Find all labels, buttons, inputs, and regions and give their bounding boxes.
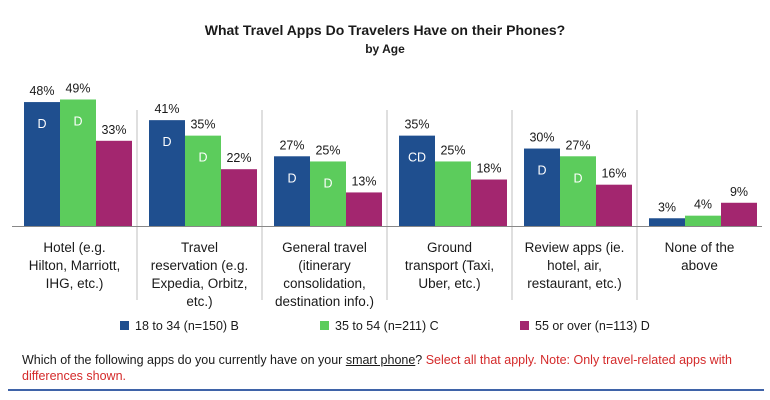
bar (310, 161, 346, 226)
category-label: hotel, air, (547, 258, 602, 273)
survey-question: Which of the following apps do you curre… (22, 352, 762, 384)
bar (560, 156, 596, 226)
category-label: etc.) (186, 294, 212, 309)
bar-value-label: 22% (226, 151, 251, 165)
category-label: Uber, etc.) (418, 276, 480, 291)
significance-label: D (162, 135, 171, 149)
bar-value-label: 16% (601, 167, 626, 181)
question-emphasis: smart phone (345, 353, 416, 367)
bar (524, 148, 560, 226)
bar (399, 135, 435, 226)
significance-label: CD (408, 151, 426, 165)
bar-value-label: 25% (315, 143, 340, 157)
category-label: Expedia, Orbitz, (151, 276, 247, 291)
bar (649, 218, 685, 226)
significance-label: D (573, 171, 582, 185)
significance-label: D (73, 114, 82, 128)
significance-label: D (537, 164, 546, 178)
significance-label: D (198, 151, 207, 165)
category-label: IHG, etc.) (46, 276, 104, 291)
legend-label: 18 to 34 (n=150) B (135, 319, 239, 333)
bar-value-label: 27% (279, 138, 304, 152)
category-label: Ground (427, 240, 472, 255)
bar-chart: 48% D 49% D 33% Hotel (e.g. Hilton, Marriott, I… (12, 81, 762, 333)
significance-label: D (37, 117, 46, 131)
bar (149, 120, 185, 226)
bar-value-label: 41% (154, 102, 179, 116)
bar (274, 156, 310, 226)
category-label: consolidation, (283, 276, 366, 291)
bar (221, 169, 257, 226)
category-label: transport (Taxi, (405, 258, 494, 273)
bar (24, 102, 60, 226)
bar-value-label: 30% (529, 131, 554, 145)
category-label: Hotel (e.g. (43, 240, 105, 255)
bar-value-label: 18% (476, 162, 501, 176)
bar-value-label: 9% (730, 185, 748, 199)
bar-value-label: 35% (190, 118, 215, 132)
significance-label: D (323, 176, 332, 190)
bar-value-label: 27% (565, 138, 590, 152)
question-note: Select all that apply. Note: Only travel… (22, 353, 732, 383)
legend-swatch (120, 321, 129, 330)
category-label: Travel (181, 240, 218, 255)
category-label: destination info.) (275, 294, 374, 309)
legend-swatch (520, 321, 529, 330)
bar-value-label: 48% (29, 84, 54, 98)
legend-label: 35 to 54 (n=211) C (335, 319, 439, 333)
category-label: restaurant, etc.) (527, 276, 622, 291)
bar (60, 99, 96, 226)
category-label: Review apps (ie. (525, 240, 625, 255)
bar (346, 192, 382, 226)
question-mark: ? (415, 353, 423, 367)
category-label: (itinerary (298, 258, 351, 273)
bottom-rule (8, 389, 764, 391)
bar-value-label: 25% (440, 143, 465, 157)
bar-value-label: 4% (694, 198, 712, 212)
bar (471, 179, 507, 226)
bar (596, 184, 632, 226)
bar-value-label: 35% (404, 118, 429, 132)
chart-subtitle: by Age (365, 42, 405, 56)
category-label: None of the (665, 240, 735, 255)
category-label: General travel (282, 240, 367, 255)
category-label: Hilton, Marriott, (29, 258, 121, 273)
bar-value-label: 49% (65, 81, 90, 95)
chart-title: What Travel Apps Do Travelers Have on th… (204, 22, 566, 38)
bar (435, 161, 471, 226)
category-label: above (681, 258, 718, 273)
question-text: Which of the following apps do you curre… (22, 353, 343, 367)
bar (721, 202, 757, 226)
bar (185, 135, 221, 226)
bar-value-label: 3% (658, 200, 676, 214)
legend-swatch (320, 321, 329, 330)
legend-label: 55 or over (n=113) D (535, 319, 650, 333)
bar-value-label: 13% (351, 174, 376, 188)
category-label: reservation (e.g. (151, 258, 249, 273)
bar (96, 140, 132, 226)
bar-value-label: 33% (101, 123, 126, 137)
significance-label: D (287, 171, 296, 185)
bar (685, 215, 721, 226)
